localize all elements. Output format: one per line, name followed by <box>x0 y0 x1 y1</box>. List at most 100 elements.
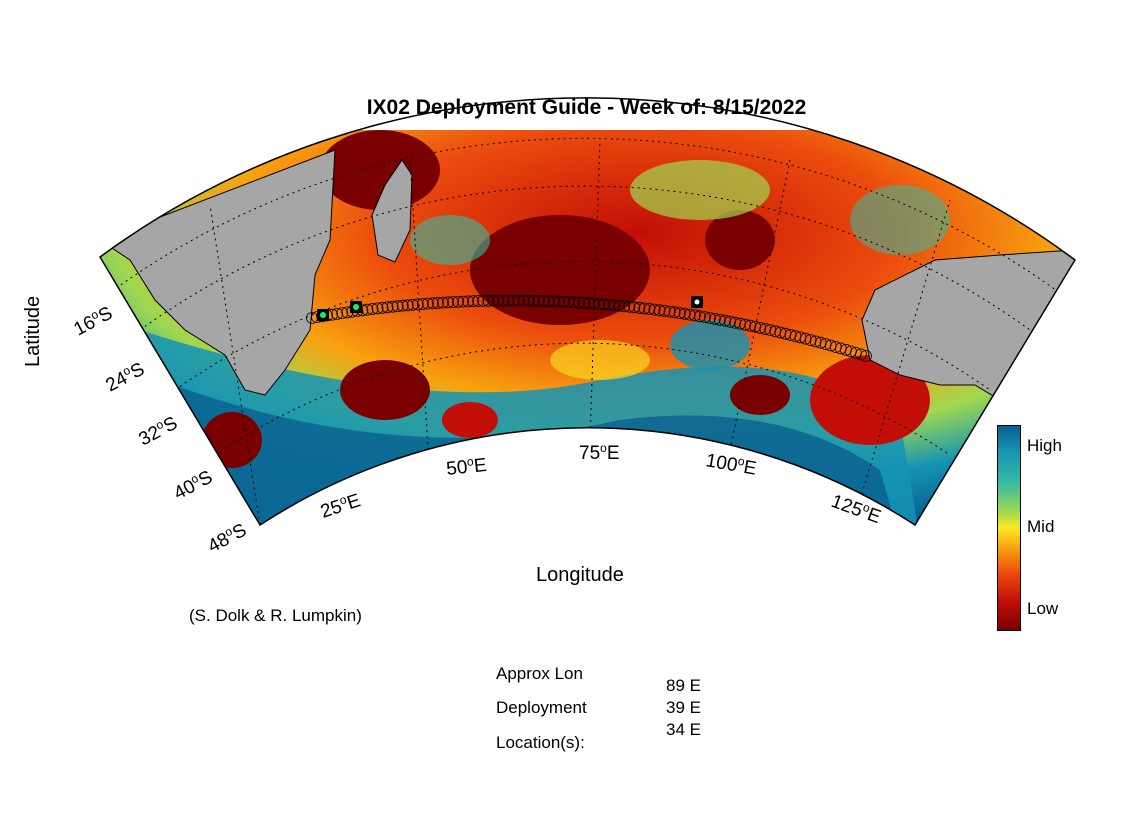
track-point <box>749 320 762 333</box>
track-point <box>663 305 676 318</box>
credit-text: (S. Dolk & R. Lumpkin) <box>189 606 362 625</box>
map-title: IX02 Deployment Guide - Week of: 8/15/20… <box>366 96 807 119</box>
track-point <box>648 303 661 316</box>
madagascar-land <box>371 159 413 263</box>
lon-tick-100: 100oE <box>704 448 758 480</box>
info-label-line2: Deployment <box>496 698 587 717</box>
track-point <box>719 314 731 327</box>
deployment-location-2: 39 E <box>666 698 701 717</box>
lat-tick-48: 48oS <box>204 518 251 557</box>
track-point <box>583 297 595 310</box>
track-point <box>381 301 394 314</box>
track-point <box>517 294 530 307</box>
track-point <box>447 296 459 309</box>
track-point <box>557 295 570 308</box>
track-point <box>532 294 545 307</box>
track-point <box>683 308 696 321</box>
track-point <box>411 298 424 311</box>
track-point <box>537 295 550 307</box>
track-point <box>618 300 631 313</box>
colorbar-label-low: Low <box>1027 599 1059 618</box>
track-point <box>588 297 600 310</box>
track-point <box>487 294 500 307</box>
track-point <box>734 317 746 330</box>
lon-tick-25: 25oE <box>317 488 363 522</box>
track-point <box>744 319 757 332</box>
colorbar-label-mid: Mid <box>1027 517 1055 536</box>
track-point <box>714 313 726 326</box>
x-axis-label: Longitude <box>536 564 624 586</box>
track-point <box>507 294 520 307</box>
y-axis-label: Latitude <box>22 295 44 367</box>
track-point <box>638 302 651 315</box>
colorbar-label-high: High <box>1027 436 1062 455</box>
track-point <box>376 301 389 314</box>
track-point <box>371 302 384 315</box>
track-point <box>593 298 605 310</box>
track-point <box>522 294 535 307</box>
graticule <box>106 137 1068 525</box>
track-point <box>467 295 480 308</box>
track-point <box>729 316 741 329</box>
track-point <box>457 295 470 308</box>
track-point <box>512 294 525 307</box>
track-point <box>431 296 444 309</box>
lat-tick-32: 32oS <box>135 411 182 450</box>
track-point <box>472 295 485 307</box>
track-point <box>386 300 399 313</box>
track-point <box>668 306 681 319</box>
deployment-markers <box>317 296 703 321</box>
info-label-line1: Approx Lon <box>496 664 583 683</box>
track-point <box>759 323 772 335</box>
track-point <box>573 296 585 309</box>
track-point <box>391 300 404 313</box>
track-point <box>552 295 565 308</box>
lon-tick-75: 75oE <box>579 441 620 464</box>
track-point <box>331 307 344 320</box>
track-point <box>855 348 867 361</box>
track-point <box>568 296 580 309</box>
track-point <box>542 295 555 308</box>
track-point <box>598 298 610 311</box>
track-point <box>482 294 495 307</box>
track-point <box>613 299 626 312</box>
info-label-line3: Location(s): <box>496 733 585 752</box>
track-point <box>658 304 671 317</box>
track-point <box>628 301 641 314</box>
deployment-location-1: 89 E <box>666 676 701 695</box>
track-point <box>366 303 379 315</box>
track-point <box>623 300 636 313</box>
map-frame <box>99 97 1076 527</box>
track-point <box>396 299 409 312</box>
track-point <box>477 294 490 307</box>
longitude-ticks: 25oE 50oE 75oE 100oE 125oE <box>317 441 883 528</box>
track-point <box>426 297 439 310</box>
track-point <box>336 307 349 320</box>
track-point <box>442 296 454 309</box>
track-point <box>497 294 510 307</box>
track-point <box>754 321 767 334</box>
track-point <box>633 301 646 314</box>
track-point <box>421 297 434 310</box>
lat-tick-24: 24oS <box>102 357 149 396</box>
track-point <box>693 310 706 323</box>
ix02-track <box>306 294 872 362</box>
lon-tick-50: 50oE <box>445 453 488 480</box>
track-point <box>578 296 590 309</box>
deployment-dot-39e <box>353 304 359 310</box>
track-point <box>724 315 736 328</box>
track-point <box>527 294 540 307</box>
track-point <box>643 303 656 315</box>
track-point <box>452 295 465 308</box>
track-point <box>860 350 872 362</box>
track-point <box>608 299 621 312</box>
track-point <box>401 299 414 312</box>
colorbar <box>997 425 1021 631</box>
track-point <box>547 295 560 308</box>
lat-tick-40: 40oS <box>170 465 217 504</box>
deployment-location-3: 34 E <box>666 720 701 739</box>
track-point <box>563 296 575 308</box>
track-point <box>709 312 721 325</box>
track-point <box>653 304 666 317</box>
